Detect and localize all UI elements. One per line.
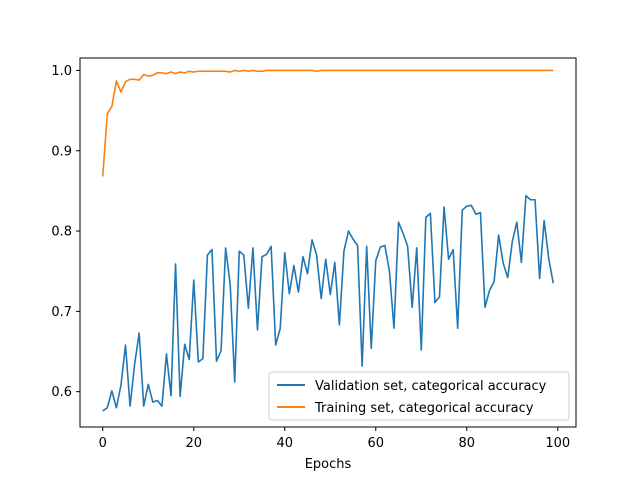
y-tick-label: 0.6 <box>51 385 72 400</box>
x-axis-title: Epochs <box>305 457 352 472</box>
legend-box <box>268 371 570 421</box>
x-tick-label: 60 <box>368 436 385 451</box>
x-tick-label: 100 <box>545 436 570 451</box>
x-tick-label: 80 <box>459 436 476 451</box>
series-line-validation <box>102 194 555 412</box>
y-tick-label: 0.8 <box>51 225 72 240</box>
plot-lines <box>101 69 555 412</box>
y-axis-ticks: 0.6 0.7 0.8 0.9 1.0 <box>51 64 80 400</box>
x-tick-label: 20 <box>185 436 202 451</box>
y-tick-label: 0.7 <box>51 305 72 320</box>
legend-label-validation: Validation set, categorical accuracy <box>315 379 547 394</box>
x-axis-ticks: 0 20 40 60 80 100 <box>99 427 570 451</box>
plot-frame <box>79 57 577 428</box>
y-tick-label: 0.9 <box>51 144 72 159</box>
legend-label-training: Training set, categorical accuracy <box>314 401 534 416</box>
legend: Validation set, categorical accuracy Tra… <box>268 371 570 421</box>
axes <box>79 57 577 428</box>
x-tick-label: 40 <box>276 436 293 451</box>
series-line-training <box>101 69 554 177</box>
y-tick-label: 1.0 <box>51 64 72 79</box>
x-tick-label: 0 <box>99 436 107 451</box>
